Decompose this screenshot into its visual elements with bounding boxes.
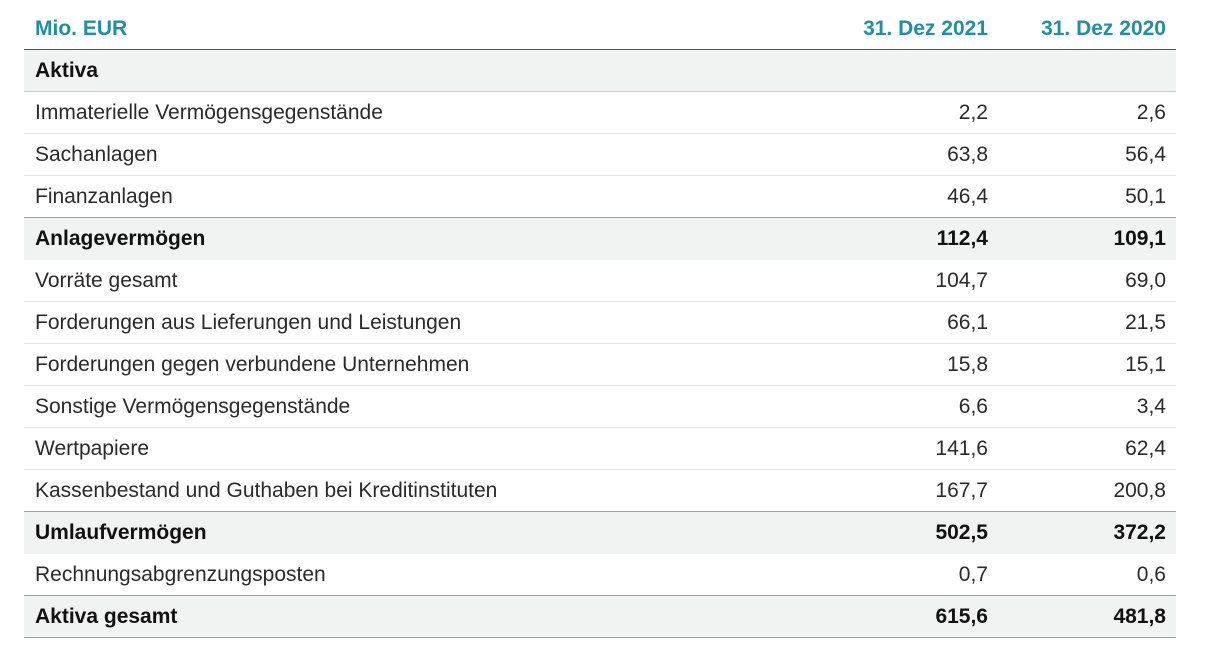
table-row: Rechnungsabgrenzungsposten 0,7 0,6 bbox=[24, 554, 1176, 596]
section-title: Aktiva bbox=[35, 58, 99, 82]
row-label: Immaterielle Vermögensgegenstände bbox=[35, 100, 383, 124]
value-2021: 141,6 bbox=[935, 436, 988, 460]
row-label: Forderungen aus Lieferungen und Leistung… bbox=[35, 310, 462, 334]
value-2020: 69,0 bbox=[1125, 268, 1166, 292]
value-2020: 109,1 bbox=[1113, 227, 1166, 250]
value-2021: 66,1 bbox=[947, 310, 988, 334]
value-2021: 63,8 bbox=[947, 142, 988, 166]
balance-sheet-table: Mio. EUR 31. Dez 2021 31. Dez 2020 Aktiv… bbox=[24, 8, 1176, 638]
value-2020: 56,4 bbox=[1125, 142, 1166, 166]
value-2021: 167,7 bbox=[935, 478, 988, 502]
value-2021: 502,5 bbox=[935, 521, 988, 544]
table-row: Forderungen aus Lieferungen und Leistung… bbox=[24, 302, 1176, 344]
value-2021: 2,2 bbox=[958, 100, 988, 124]
value-2020: 62,4 bbox=[1125, 436, 1166, 460]
row-label: Finanzanlagen bbox=[35, 184, 173, 208]
table-row: Forderungen gegen verbundene Unternehmen… bbox=[24, 344, 1176, 386]
total-row-aktiva-gesamt: Aktiva gesamt 615,6 481,8 bbox=[24, 596, 1176, 638]
value-2020: 15,1 bbox=[1125, 352, 1166, 376]
value-2021: 15,8 bbox=[947, 352, 988, 376]
value-2021: 0,7 bbox=[958, 562, 988, 586]
value-2021: 46,4 bbox=[947, 184, 988, 208]
value-2021: 615,6 bbox=[935, 604, 988, 628]
value-2020: 481,8 bbox=[1113, 604, 1166, 628]
value-2021: 6,6 bbox=[958, 394, 988, 418]
value-2020: 372,2 bbox=[1113, 521, 1166, 544]
value-2020: 0,6 bbox=[1136, 562, 1166, 586]
unit-header: Mio. EUR bbox=[35, 16, 128, 40]
value-2020: 50,1 bbox=[1125, 184, 1166, 208]
column-header-2021: 31. Dez 2021 bbox=[863, 16, 988, 40]
row-label: Rechnungsabgrenzungsposten bbox=[35, 562, 326, 586]
row-label: Aktiva gesamt bbox=[35, 604, 178, 628]
table-row: Sonstige Vermögensgegenstände 6,6 3,4 bbox=[24, 386, 1176, 428]
row-label: Sachanlagen bbox=[35, 142, 158, 166]
column-header-2020: 31. Dez 2020 bbox=[1041, 16, 1166, 40]
value-2020: 2,6 bbox=[1136, 100, 1166, 124]
row-label: Wertpapiere bbox=[35, 436, 150, 460]
value-2021: 104,7 bbox=[935, 268, 988, 292]
row-label: Vorräte gesamt bbox=[35, 268, 178, 292]
value-2020: 21,5 bbox=[1125, 310, 1166, 334]
row-label: Anlagevermögen bbox=[35, 227, 206, 250]
subtotal-row-anlagevermoegen: Anlagevermögen 112,4 109,1 bbox=[24, 218, 1176, 260]
table-row: Sachanlagen 63,8 56,4 bbox=[24, 134, 1176, 176]
row-label: Sonstige Vermögensgegenstände bbox=[35, 394, 351, 418]
section-header-aktiva: Aktiva bbox=[24, 50, 1176, 92]
value-2020: 3,4 bbox=[1136, 394, 1166, 418]
value-2020: 200,8 bbox=[1113, 478, 1166, 502]
row-label: Forderungen gegen verbundene Unternehmen bbox=[35, 352, 470, 376]
table-header: Mio. EUR 31. Dez 2021 31. Dez 2020 bbox=[24, 8, 1176, 50]
value-2021: 112,4 bbox=[936, 227, 988, 250]
table-row: Immaterielle Vermögensgegenstände 2,2 2,… bbox=[24, 92, 1176, 134]
table-row: Kassenbestand und Guthaben bei Kreditins… bbox=[24, 470, 1176, 512]
row-label: Umlaufvermögen bbox=[35, 521, 207, 544]
table-row: Vorräte gesamt 104,7 69,0 bbox=[24, 260, 1176, 302]
subtotal-row-umlaufvermoegen: Umlaufvermögen 502,5 372,2 bbox=[24, 512, 1176, 554]
table-row: Finanzanlagen 46,4 50,1 bbox=[24, 176, 1176, 218]
table-row: Wertpapiere 141,6 62,4 bbox=[24, 428, 1176, 470]
row-label: Kassenbestand und Guthaben bei Kreditins… bbox=[35, 478, 498, 502]
